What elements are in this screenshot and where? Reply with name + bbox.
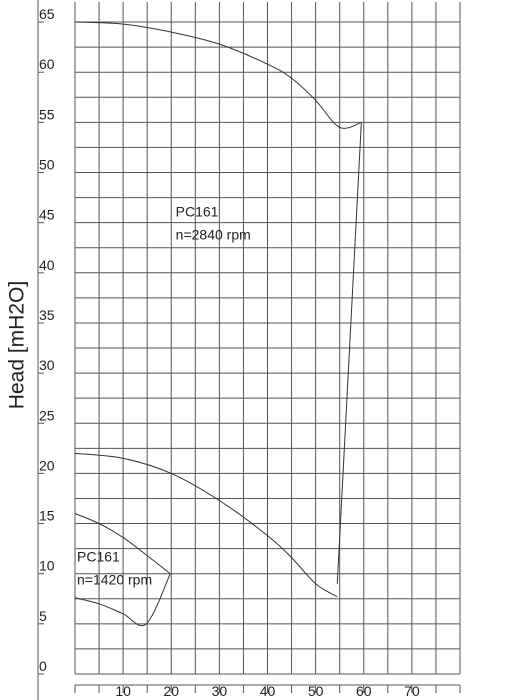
series-line: [74, 573, 171, 627]
y-tick-label: 15: [39, 508, 55, 524]
axes: 0 5 10 15 20 25 30 35 40 45 50 55 60 65 10 20 30 40 50 60 70: [37, 0, 461, 700]
y-tick-label: 50: [39, 157, 55, 173]
curve-annotation: n=2840 rpm: [176, 227, 251, 243]
annotations: PC161 n=2840 rpm PC161 n=1420 rpm: [77, 204, 251, 588]
series-group: [74, 21, 362, 627]
x-tick-label: 10: [115, 683, 131, 699]
y-tick-label: 10: [39, 558, 55, 574]
series-line: [74, 21, 362, 129]
y-tick-label: 5: [39, 608, 47, 624]
curve-annotation: n=1420 rpm: [77, 572, 152, 588]
y-tick-label: 55: [39, 106, 55, 122]
y-axis-label: Head [mH2O]: [6, 281, 29, 409]
x-tick-label: 50: [308, 683, 324, 699]
series-line: [74, 513, 171, 575]
x-tick-label: 40: [260, 683, 276, 699]
x-tick-label: 70: [404, 683, 420, 699]
series-line: [74, 452, 338, 598]
curve-annotation: PC161: [77, 549, 120, 565]
y-tick-label: 20: [39, 457, 55, 473]
y-tick-label: 25: [39, 407, 55, 423]
grid: [74, 2, 461, 675]
y-tick-label: 35: [39, 307, 55, 323]
curve-annotation: PC161: [176, 204, 219, 220]
series-line: [336, 122, 362, 584]
y-tick-label: 65: [39, 6, 55, 22]
y-tick-label: 40: [39, 257, 55, 273]
y-tick-label: 30: [39, 357, 55, 373]
y-tick-label: 0: [39, 658, 47, 674]
y-tick-label: 45: [39, 207, 55, 223]
x-tick-label: 30: [212, 683, 228, 699]
y-tick-label: 60: [39, 56, 55, 72]
x-tick-label: 60: [356, 683, 372, 699]
x-tick-label: 20: [163, 683, 179, 699]
